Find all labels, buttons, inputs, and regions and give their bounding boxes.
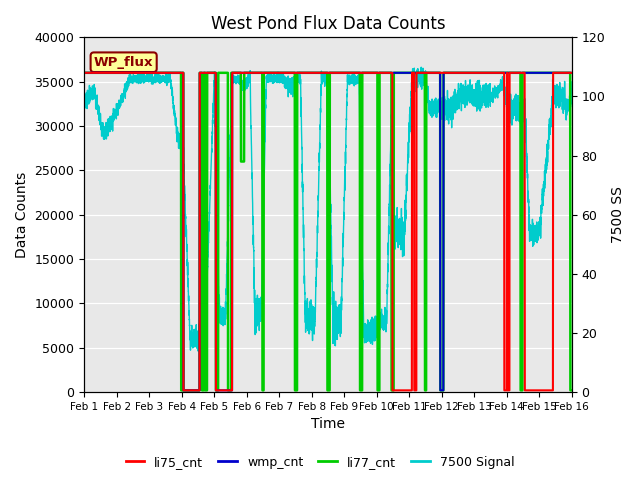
wmp_cnt bbox=[568, 70, 576, 76]
Line: li77_cnt: li77_cnt bbox=[84, 73, 572, 390]
7500 Signal bbox=[267, 74, 275, 80]
7500 Signal bbox=[80, 98, 88, 104]
wmp_cnt bbox=[397, 70, 405, 76]
7500 Signal bbox=[195, 348, 202, 354]
X-axis label: Time: Time bbox=[311, 418, 345, 432]
li75_cnt bbox=[180, 387, 188, 393]
Title: West Pond Flux Data Counts: West Pond Flux Data Counts bbox=[211, 15, 445, 33]
li77_cnt bbox=[568, 387, 576, 393]
7500 Signal bbox=[169, 94, 177, 99]
Legend: li75_cnt, wmp_cnt, li77_cnt, 7500 Signal: li75_cnt, wmp_cnt, li77_cnt, 7500 Signal bbox=[120, 451, 520, 474]
li77_cnt bbox=[444, 70, 452, 76]
li75_cnt bbox=[444, 70, 452, 76]
li77_cnt bbox=[80, 70, 88, 76]
li75_cnt bbox=[568, 70, 576, 76]
li75_cnt bbox=[80, 70, 88, 76]
Y-axis label: Data Counts: Data Counts bbox=[15, 172, 29, 258]
Line: 7500 Signal: 7500 Signal bbox=[84, 67, 572, 351]
wmp_cnt bbox=[373, 70, 381, 76]
7500 Signal bbox=[568, 79, 576, 85]
7500 Signal bbox=[444, 111, 452, 117]
li77_cnt bbox=[267, 70, 275, 76]
Y-axis label: 7500 SS: 7500 SS bbox=[611, 186, 625, 243]
Line: wmp_cnt: wmp_cnt bbox=[84, 73, 572, 390]
li77_cnt bbox=[397, 70, 405, 76]
Text: WP_flux: WP_flux bbox=[94, 56, 154, 69]
7500 Signal bbox=[481, 100, 489, 106]
Line: li75_cnt: li75_cnt bbox=[84, 73, 572, 390]
wmp_cnt bbox=[481, 70, 489, 76]
7500 Signal bbox=[397, 205, 405, 211]
wmp_cnt bbox=[267, 70, 275, 76]
li77_cnt bbox=[169, 70, 177, 76]
li75_cnt bbox=[169, 70, 177, 76]
wmp_cnt bbox=[180, 387, 188, 393]
li75_cnt bbox=[267, 70, 275, 76]
7500 Signal bbox=[373, 318, 381, 324]
li75_cnt bbox=[397, 387, 405, 393]
wmp_cnt bbox=[444, 70, 452, 76]
li75_cnt bbox=[481, 70, 489, 76]
li77_cnt bbox=[177, 387, 185, 393]
li75_cnt bbox=[373, 70, 381, 76]
wmp_cnt bbox=[169, 70, 177, 76]
li77_cnt bbox=[373, 70, 381, 76]
7500 Signal bbox=[417, 64, 425, 70]
wmp_cnt bbox=[80, 70, 88, 76]
li77_cnt bbox=[481, 70, 489, 76]
